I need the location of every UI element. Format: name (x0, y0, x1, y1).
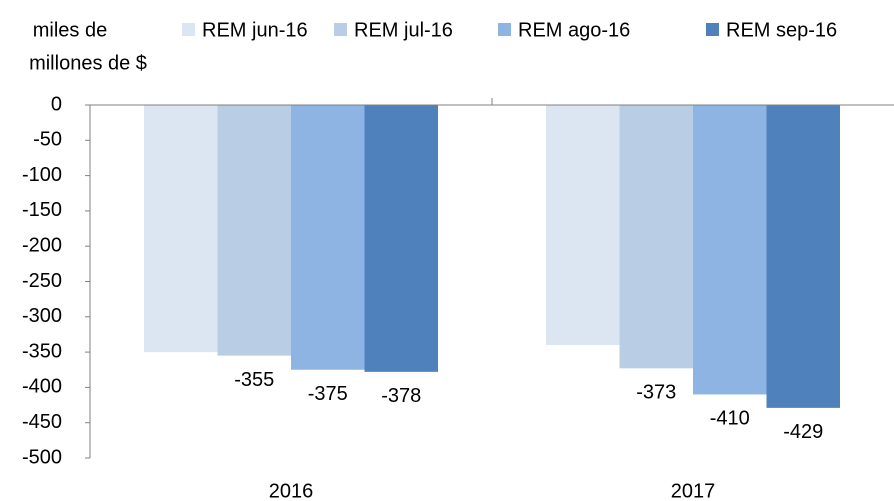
y-tick-label: -400 (22, 376, 62, 398)
y-tick-label: -200 (22, 234, 62, 256)
bar (364, 105, 438, 372)
legend-swatch (182, 23, 195, 36)
legend-swatch (334, 23, 347, 36)
bar (291, 105, 365, 370)
data-label: -378 (381, 385, 421, 407)
y-tick-label: -350 (22, 340, 62, 362)
x-tick-label: 2016 (269, 480, 314, 501)
data-label: -429 (783, 421, 823, 443)
bar (693, 105, 767, 395)
y-axis-label: millones de $ (29, 52, 147, 74)
data-label: -373 (636, 382, 676, 404)
bar (144, 105, 218, 353)
legend-label: REM ago-16 (518, 19, 630, 41)
bar (546, 105, 620, 346)
legend-swatch (498, 23, 511, 36)
y-tick-label: -50 (33, 129, 62, 151)
y-tick-label: -450 (22, 411, 62, 433)
legend-label: REM sep-16 (726, 19, 837, 41)
data-label: -355 (234, 369, 274, 391)
legend-label: REM jul-16 (354, 19, 453, 41)
bar (217, 105, 291, 356)
legend-swatch (706, 23, 719, 36)
data-label: -375 (308, 383, 348, 405)
y-tick-label: -250 (22, 270, 62, 292)
x-tick-label: 2017 (671, 480, 716, 501)
y-tick-label: -300 (22, 305, 62, 327)
y-tick-label: 0 (51, 93, 62, 115)
bar (619, 105, 693, 369)
y-tick-label: -150 (22, 199, 62, 221)
legend-label: REM jun-16 (202, 19, 308, 41)
y-tick-label: -100 (22, 164, 62, 186)
bar (766, 105, 840, 408)
y-tick-label: -500 (22, 446, 62, 468)
data-label: -410 (710, 408, 750, 430)
y-axis-label: miles de (33, 19, 107, 41)
